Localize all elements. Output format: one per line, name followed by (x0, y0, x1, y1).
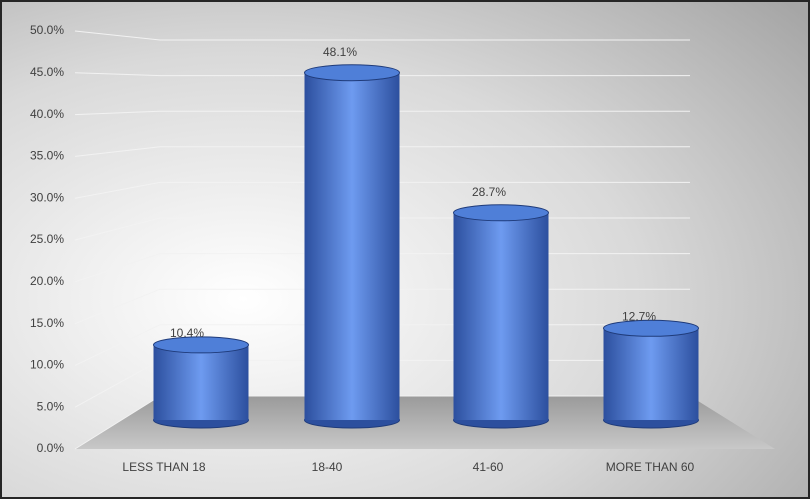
y-tick-label: 0.0% (37, 441, 65, 455)
value-label: 10.4% (170, 326, 204, 340)
y-tick-label: 45.0% (30, 65, 64, 79)
y-tick-label: 40.0% (30, 107, 64, 121)
floor (75, 396, 775, 449)
grid-line (74, 181, 690, 199)
grid-line (74, 146, 690, 157)
x-tick-label: LESS THAN 18 (122, 460, 205, 474)
y-tick-label: 30.0% (30, 190, 64, 204)
x-tick-label: 18-40 (312, 460, 343, 474)
grid-line (74, 72, 690, 77)
x-tick-label: MORE THAN 60 (606, 460, 695, 474)
cylinder-top (304, 64, 400, 82)
y-tick-label: 15.0% (30, 316, 64, 330)
value-label: 28.7% (472, 185, 506, 199)
bar (304, 72, 400, 420)
y-tick-label: 20.0% (30, 274, 64, 288)
cylinder-top (153, 336, 249, 354)
grid-line (74, 30, 690, 41)
bar (453, 212, 549, 420)
y-tick-label: 50.0% (30, 23, 64, 37)
y-tick-label: 25.0% (30, 232, 64, 246)
y-tick-label: 5.0% (37, 399, 65, 413)
bar (153, 344, 249, 420)
y-tick-label: 35.0% (30, 149, 64, 163)
x-tick-label: 41-60 (473, 460, 504, 474)
y-tick-label: 10.0% (30, 358, 64, 372)
value-label: 48.1% (323, 45, 357, 59)
cylinder-top (453, 204, 549, 222)
grid-line (74, 110, 690, 116)
bar (603, 328, 699, 420)
cylinder-top (603, 319, 699, 337)
value-label: 12.7% (622, 309, 656, 323)
